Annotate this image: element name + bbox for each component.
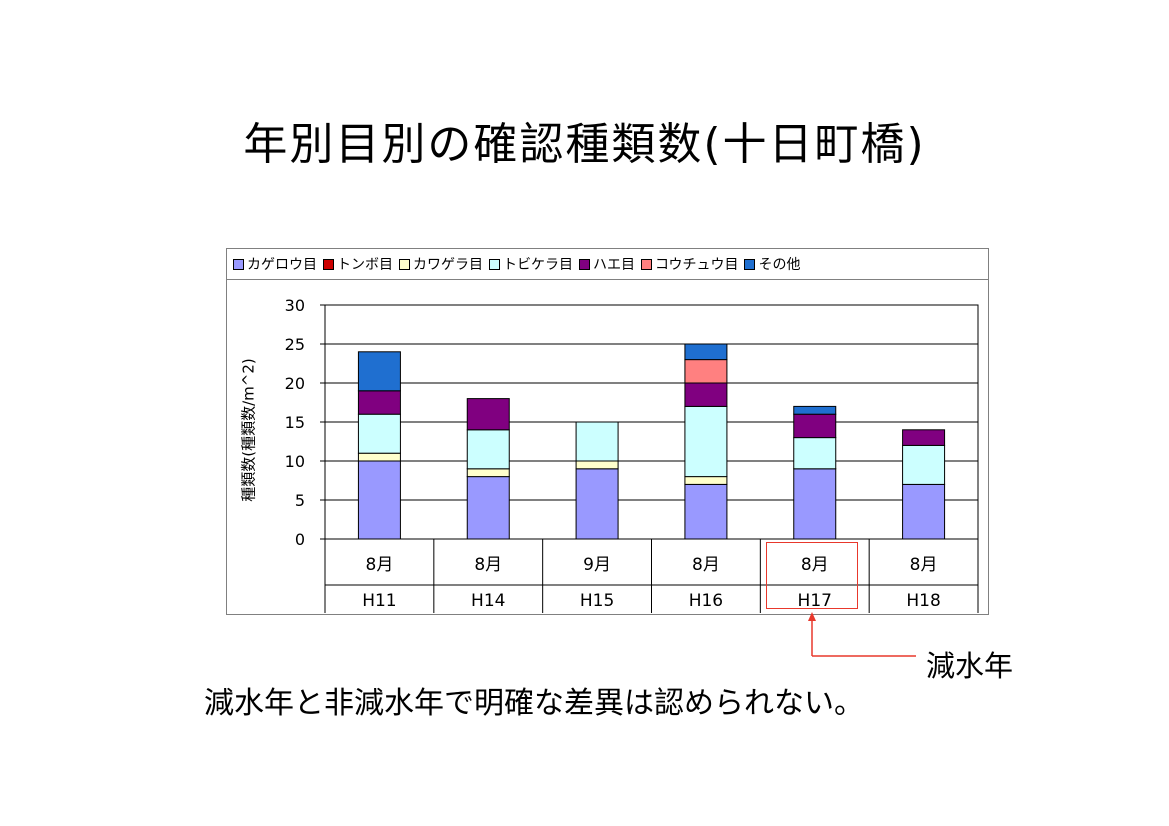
drought-year-label: 減水年: [926, 649, 1014, 683]
bar-segment: [902, 483, 946, 540]
legend-item: ハエ目: [579, 254, 635, 274]
chart-frame: [226, 248, 989, 615]
category-month-label: 8月: [910, 555, 938, 575]
legend-label: カゲロウ目: [247, 257, 317, 273]
bar-segment: [575, 468, 619, 540]
y-tick-label: 5: [295, 491, 305, 510]
bar-segment: [357, 351, 401, 392]
category-month-label: 8月: [801, 555, 829, 575]
legend-swatch: [233, 258, 244, 270]
slide-title: 年別目別の確認種類数(十日町橋): [243, 119, 926, 170]
y-tick-label: 10: [285, 452, 305, 471]
conclusion-text: 減水年と非減水年で明確な差異は認められない。: [204, 686, 864, 721]
legend-label: ハエ目: [593, 257, 635, 273]
drought-year-highlight-box: [766, 542, 858, 609]
legend-label: トンボ目: [337, 257, 393, 273]
legend-swatch: [744, 258, 756, 270]
bar-segment: [466, 398, 510, 431]
legend-swatch: [489, 258, 500, 270]
legend-swatch: [399, 258, 410, 270]
bar-segment: [684, 405, 728, 478]
category-month-label: 8月: [366, 555, 394, 575]
legend-swatch: [579, 258, 590, 270]
category-year-label: H17: [798, 591, 832, 611]
bar-segment: [466, 476, 510, 540]
category-month-label: 8月: [692, 555, 720, 575]
legend-swatch: [641, 258, 652, 270]
bar-segment: [684, 343, 728, 361]
bar-segment: [575, 421, 619, 462]
y-tick-label: 25: [285, 335, 305, 354]
category-year-label: H14: [471, 591, 505, 611]
legend-swatch: [323, 258, 334, 270]
category-month-label: 8月: [474, 555, 502, 575]
legend-item: その他: [744, 254, 800, 274]
y-tick-label: 20: [285, 374, 305, 393]
bar-segment: [466, 429, 510, 470]
bar-segment: [902, 429, 946, 446]
chart-legend: カゲロウ目 トンボ目 カワゲラ目 トビケラ目 ハエ目 コウチュウ目 その他: [227, 249, 988, 280]
bar-segment: [357, 413, 401, 454]
category-month-label: 9月: [583, 555, 611, 575]
legend-label: トビケラ目: [503, 257, 573, 273]
legend-item: コウチュウ目: [641, 254, 738, 274]
bar-segment: [793, 405, 837, 415]
y-tick-label: 30: [285, 296, 305, 315]
legend-item: カワゲラ目: [399, 254, 483, 274]
y-tick-label: 0: [295, 530, 305, 549]
legend-item: トンボ目: [323, 254, 393, 274]
legend-label: コウチュウ目: [655, 257, 739, 273]
category-year-label: H11: [362, 591, 396, 611]
legend-item: カゲロウ目: [233, 254, 317, 274]
legend-label: その他: [758, 257, 801, 273]
bar-segment: [684, 483, 728, 540]
legend-label: カワゲラ目: [413, 257, 483, 273]
y-tick-label: 15: [285, 413, 305, 432]
legend-item: トビケラ目: [489, 254, 573, 274]
category-year-label: H15: [580, 591, 614, 611]
category-year-label: H16: [689, 591, 723, 611]
category-year-label: H18: [906, 591, 940, 611]
